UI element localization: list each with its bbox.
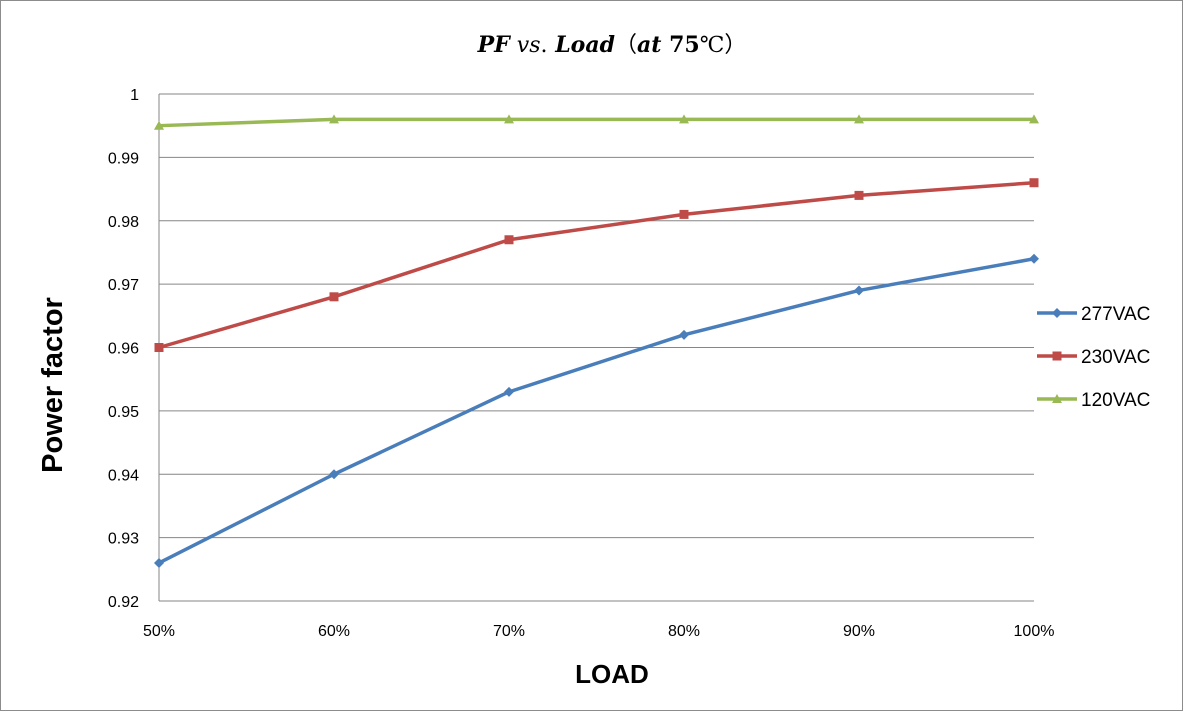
x-tick-labels: 50% 60% 70% 80% 90% 100% xyxy=(143,623,1054,640)
diamond-marker xyxy=(854,285,864,296)
square-marker xyxy=(154,343,164,352)
diamond-marker xyxy=(1052,308,1062,318)
diamond-marker xyxy=(504,386,514,397)
x-tick-label: 50% xyxy=(143,623,175,640)
series-layer xyxy=(154,114,1039,568)
diamond-marker xyxy=(329,469,339,480)
x-tick-label: 100% xyxy=(1014,623,1055,640)
y-tick-label: 0.98 xyxy=(108,214,139,231)
square-marker xyxy=(854,190,864,200)
y-gridlines xyxy=(158,93,1034,602)
y-tick-label: 0.97 xyxy=(108,277,139,294)
x-tick-label: 90% xyxy=(843,623,875,640)
y-tick-label: 1 xyxy=(130,87,139,104)
series-line xyxy=(158,180,1035,350)
chart-title: PF vs. Load（at 75℃） xyxy=(477,32,747,58)
legend-label: 120VAC xyxy=(1081,390,1150,411)
series-line xyxy=(158,117,1034,128)
legend-label: 230VAC xyxy=(1081,347,1150,368)
legend-label: 277VAC xyxy=(1081,304,1150,325)
square-marker xyxy=(679,209,689,219)
square-marker xyxy=(504,235,514,245)
diamond-marker xyxy=(679,329,689,340)
legend-item: 120VAC xyxy=(1037,390,1150,411)
series-277VAC xyxy=(154,253,1039,568)
triangle-marker xyxy=(1052,394,1062,403)
x-axis-title: LOAD xyxy=(575,659,649,689)
y-tick-label: 0.99 xyxy=(108,150,139,167)
diamond-marker xyxy=(154,557,164,568)
y-tick-label: 0.95 xyxy=(108,404,139,421)
y-tick-label: 0.93 xyxy=(108,531,139,548)
triangle-marker xyxy=(679,114,689,124)
diamond-marker xyxy=(1029,253,1039,264)
y-tick-label: 0.92 xyxy=(108,594,139,611)
legend-item: 277VAC xyxy=(1037,304,1150,325)
x-tick-label: 80% xyxy=(668,623,700,640)
y-tick-label: 0.96 xyxy=(108,341,139,358)
x-tick-label: 70% xyxy=(493,623,525,640)
y-tick-labels: 0.92 0.93 0.94 0.95 0.96 0.97 0.98 0.99 1 xyxy=(108,87,139,611)
series-line xyxy=(158,257,1035,565)
series-120VAC xyxy=(154,114,1039,130)
triangle-marker xyxy=(504,114,514,124)
square-marker xyxy=(329,292,339,302)
triangle-marker xyxy=(854,114,864,124)
x-tick-label: 60% xyxy=(318,623,350,640)
square-marker xyxy=(1029,178,1039,188)
legend: 277VAC 230VAC 120VAC xyxy=(1037,304,1150,411)
square-marker xyxy=(1052,351,1062,361)
triangle-marker xyxy=(154,120,164,130)
series-230VAC xyxy=(154,178,1039,352)
triangle-marker xyxy=(329,114,339,124)
triangle-marker xyxy=(1029,114,1039,124)
legend-item: 230VAC xyxy=(1037,347,1150,368)
y-tick-label: 0.94 xyxy=(108,467,139,484)
y-axis-title: Power factor xyxy=(37,297,69,473)
